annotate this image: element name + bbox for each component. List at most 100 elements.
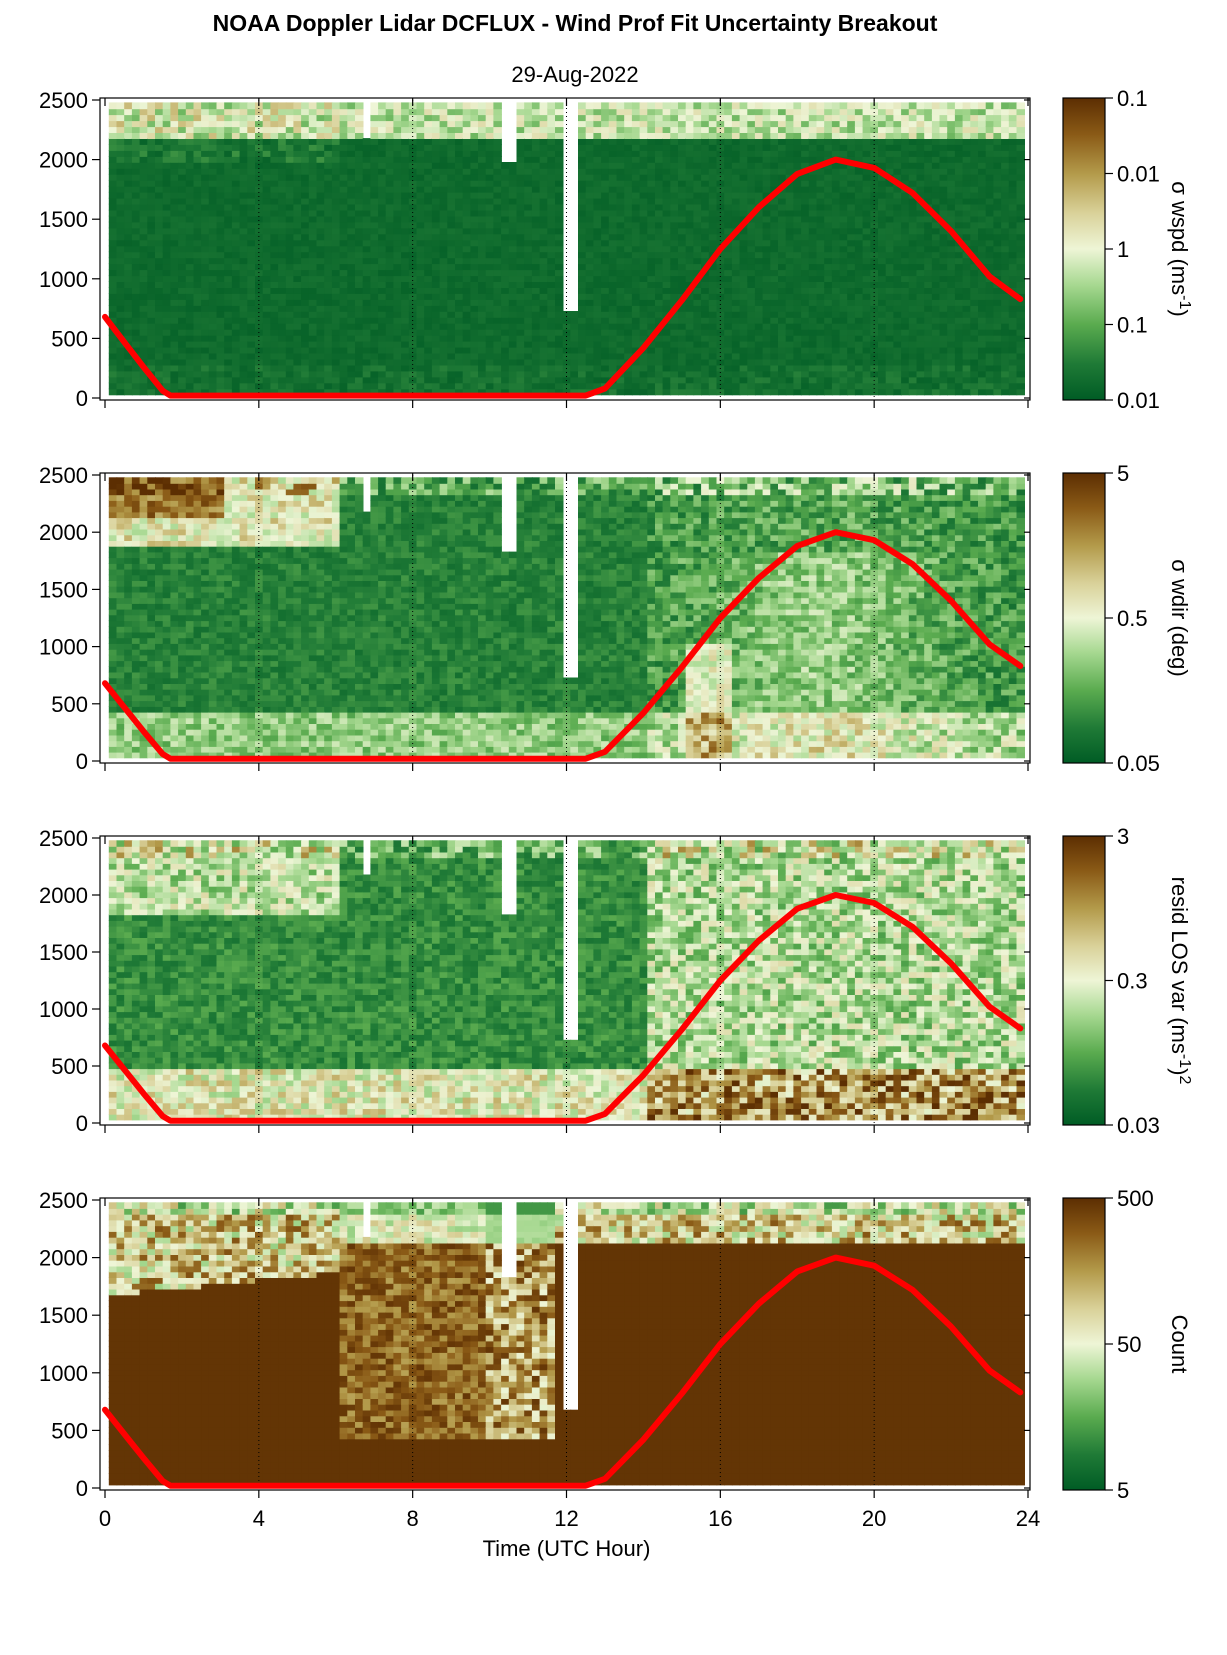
heatmap-cell (185, 227, 195, 235)
heatmap-cell (439, 305, 449, 312)
heatmap-cell (424, 364, 433, 372)
heatmap-cell (278, 138, 287, 145)
heatmap-cell (831, 239, 841, 247)
heatmap-cell (670, 191, 679, 199)
heatmap-cell (531, 221, 541, 229)
heatmap-cell (778, 287, 787, 294)
heatmap-cell (139, 328, 149, 336)
heatmap-cell (331, 108, 341, 116)
heatmap-cell (393, 227, 402, 235)
heatmap-cell (524, 191, 533, 199)
heatmap-cell (339, 102, 349, 110)
heatmap-cell (885, 203, 895, 211)
heatmap-cell (193, 138, 202, 145)
heatmap-cell (401, 305, 410, 312)
heatmap-cell (355, 305, 364, 312)
heatmap-cell (347, 156, 356, 163)
heatmap-cell (624, 197, 633, 205)
heatmap-cell (678, 388, 687, 396)
heatmap-cell (847, 114, 856, 122)
heatmap-cell (562, 388, 572, 396)
heatmap-cell (662, 227, 672, 235)
heatmap-cell (416, 322, 425, 330)
heatmap-cell (570, 388, 579, 396)
heatmap-cell (816, 376, 825, 384)
heatmap-cell (178, 382, 187, 390)
heatmap-cell (385, 173, 395, 181)
heatmap-cell (870, 227, 879, 235)
heatmap-cell (754, 179, 764, 187)
heatmap-cell (655, 102, 664, 110)
heatmap-cell (878, 322, 887, 330)
heatmap-cell (824, 293, 833, 300)
heatmap-cell (616, 156, 625, 163)
heatmap-cell (685, 328, 695, 336)
heatmap-cell (308, 251, 318, 259)
heatmap-cell (385, 364, 395, 372)
heatmap-cell (378, 370, 387, 378)
heatmap-cell (778, 364, 787, 372)
heatmap-cell (247, 132, 256, 139)
heatmap-cell (631, 233, 641, 241)
heatmap-cell (139, 179, 149, 187)
heatmap-cell (401, 299, 410, 306)
heatmap-cell (808, 263, 818, 271)
heatmap-cell (816, 144, 825, 151)
heatmap-cell (439, 191, 449, 199)
heatmap-cell (793, 126, 802, 133)
heatmap-cell (693, 322, 702, 330)
heatmap-cell (824, 388, 833, 396)
heatmap-cell (316, 388, 325, 396)
heatmap-cell (255, 263, 264, 271)
heatmap-cell (378, 144, 387, 151)
heatmap-cell (870, 108, 879, 116)
heatmap-cell (724, 126, 733, 133)
heatmap-cell (785, 227, 795, 235)
heatmap-cell (901, 352, 910, 360)
heatmap-cell (155, 120, 164, 128)
heatmap-cell (862, 126, 872, 133)
heatmap-cell (670, 257, 679, 265)
heatmap-cell (485, 126, 495, 133)
heatmap-cell (316, 203, 325, 211)
heatmap-cell (793, 239, 802, 247)
heatmap-cell (439, 126, 449, 133)
heatmap-cell (270, 120, 279, 128)
heatmap-cell (639, 173, 649, 181)
heatmap-cell (601, 358, 610, 366)
heatmap-cell (401, 346, 410, 354)
heatmap-cell (424, 120, 433, 128)
heatmap-cell (439, 311, 449, 318)
heatmap-cell (255, 120, 264, 128)
heatmap-cell (139, 382, 149, 390)
heatmap-cell (301, 334, 310, 342)
heatmap-cell (524, 334, 533, 342)
heatmap-cell (778, 293, 787, 300)
heatmap-cell (162, 328, 172, 336)
heatmap-cell (401, 209, 410, 217)
heatmap-cell (785, 126, 795, 133)
heatmap-cell (747, 221, 756, 229)
heatmap-cell (324, 197, 333, 205)
heatmap-cell (208, 263, 218, 271)
heatmap-cell (431, 316, 441, 324)
heatmap-cell (247, 173, 256, 181)
heatmap-cell (639, 257, 649, 265)
heatmap-cell (155, 203, 164, 211)
heatmap-cell (455, 179, 464, 187)
heatmap-cell (678, 239, 687, 247)
heatmap-cell (370, 340, 379, 348)
heatmap-cell (716, 370, 725, 378)
heatmap-cell (347, 364, 356, 372)
heatmap-cell (155, 352, 164, 360)
heatmap-cell (778, 197, 787, 205)
heatmap-cell (485, 197, 495, 205)
heatmap-cell (247, 311, 256, 318)
heatmap-cell (539, 197, 549, 205)
heatmap-cell (478, 251, 487, 259)
heatmap-cell (355, 185, 364, 193)
heatmap-cell (478, 382, 487, 390)
heatmap-cell (901, 233, 910, 241)
heatmap-cell (347, 233, 356, 241)
heatmap-cell (762, 245, 772, 253)
